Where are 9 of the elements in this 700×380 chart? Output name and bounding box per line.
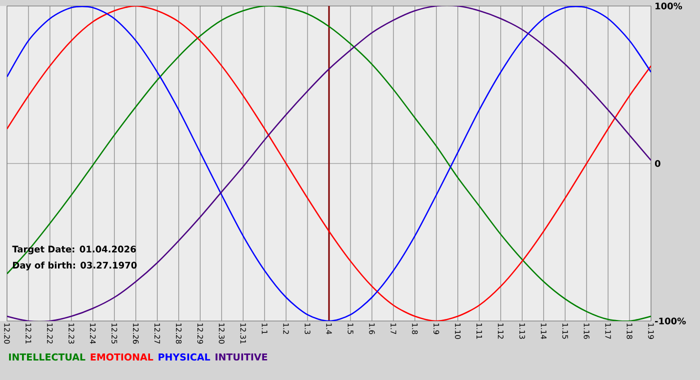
annotation: Day of birth: 03.27.1970 xyxy=(13,262,137,270)
text: EMOTIONAL xyxy=(90,353,154,361)
text: INTELLECTUAL xyxy=(9,353,86,361)
y-tick-label: 100% xyxy=(656,2,682,10)
y-tick-label: 0 xyxy=(654,160,660,167)
y-tick-label: -100% xyxy=(655,318,686,324)
text: INTUITIVE xyxy=(216,353,268,361)
text: PHYSICAL xyxy=(158,353,210,361)
line-series xyxy=(7,6,652,321)
